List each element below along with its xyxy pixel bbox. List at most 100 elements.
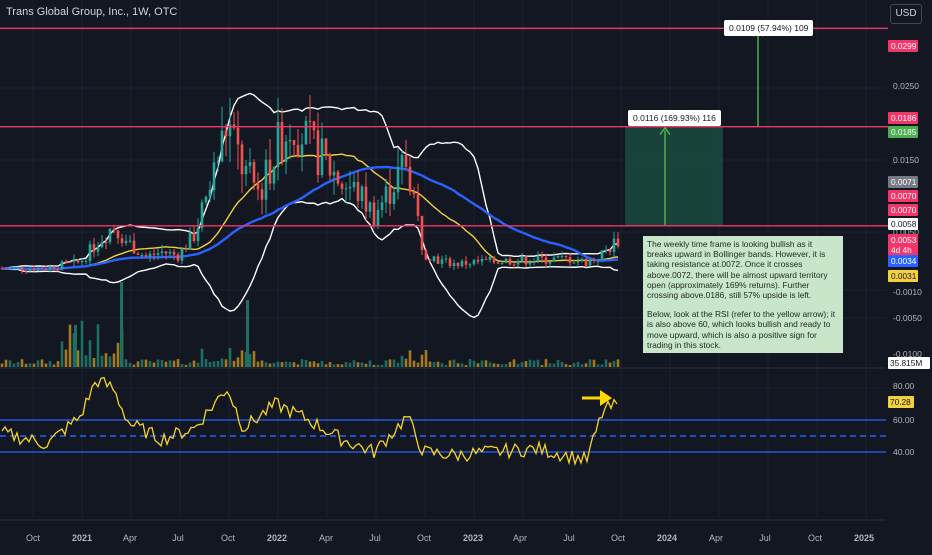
volume-bar — [124, 359, 128, 367]
time-tick-label: Oct — [221, 533, 236, 543]
candle-body — [428, 259, 432, 262]
candle-body — [284, 141, 288, 162]
candle-body — [192, 232, 196, 241]
measure-box[interactable] — [625, 28, 764, 226]
volume-bar — [520, 362, 524, 367]
volume-tag-label: 35.815M — [890, 358, 922, 368]
candle-body — [608, 249, 612, 252]
volume-bar — [600, 364, 604, 367]
time-tick-label: Jul — [759, 533, 771, 543]
volume-bar — [52, 364, 56, 367]
volume-bar — [44, 363, 48, 367]
candle-body — [384, 186, 388, 203]
volume-bar — [164, 361, 168, 367]
time-tick-label: 2024 — [657, 533, 677, 543]
candle-body — [556, 256, 560, 258]
candle-body — [260, 189, 264, 200]
volume-bar — [40, 359, 44, 367]
volume-bar — [168, 360, 172, 367]
candle-body — [412, 191, 416, 195]
volume-bar — [528, 359, 532, 367]
volume-bar — [576, 361, 580, 367]
candle-body — [304, 120, 308, 145]
candle-body — [268, 159, 272, 184]
candle-body — [236, 127, 240, 145]
volume-bar — [176, 359, 180, 367]
candle-body — [124, 240, 128, 243]
ma-blue-line — [1, 165, 619, 271]
volume-bar — [96, 324, 100, 367]
volume-bar — [608, 362, 612, 367]
volume-bar — [248, 354, 252, 367]
volume-bar — [368, 360, 372, 367]
candle-body — [140, 254, 144, 256]
volume-bar — [188, 362, 192, 367]
volume-bar — [76, 350, 80, 367]
volume-bar — [60, 341, 64, 367]
volume-bar — [200, 348, 204, 367]
price-tick-label: 0.0250 — [893, 81, 919, 91]
volume-bar — [400, 355, 404, 367]
candle-body — [92, 244, 96, 252]
volume-bar — [260, 360, 264, 367]
price-tag: 0.0031 — [888, 270, 918, 282]
candle-body — [380, 202, 384, 210]
volume-bar — [536, 359, 540, 367]
annotation-note[interactable]: The weekly time frame is looking bullish… — [643, 236, 843, 354]
volume-bar — [336, 364, 340, 367]
price-tag-bg — [888, 270, 918, 282]
volume-bar — [316, 363, 320, 367]
volume-bar — [476, 363, 480, 367]
candle-body — [220, 130, 224, 162]
candle-body — [328, 154, 332, 176]
currency-button[interactable]: USD — [890, 4, 922, 24]
volume-bar — [208, 362, 212, 367]
candle-body — [152, 253, 156, 255]
volume-bar — [352, 360, 356, 367]
volume-bar — [568, 364, 572, 367]
candle-body — [8, 267, 12, 269]
candle-body — [336, 171, 340, 184]
volume-bar — [74, 325, 77, 367]
volume-bar — [220, 358, 224, 367]
volume-bar — [320, 360, 324, 367]
candle-body — [456, 262, 460, 267]
volume-bar — [256, 361, 260, 367]
volume-bar — [4, 359, 8, 367]
price-tag: 0.0053 — [888, 234, 918, 246]
volume-bar — [420, 354, 424, 367]
volume-bar — [612, 360, 616, 367]
volume-bar — [36, 360, 40, 367]
price-tag-label: 0.0071 — [891, 177, 917, 187]
candle-body — [112, 228, 116, 231]
resistance-levels[interactable] — [0, 27, 888, 227]
candle-body — [256, 182, 260, 190]
volume-bar — [592, 359, 596, 367]
candle-body — [416, 194, 420, 216]
volume-bar — [140, 359, 144, 367]
rsi-tick-label: 40.00 — [893, 447, 915, 457]
time-axis[interactable]: Oct 2021 Apr Jul Oct 2022 Apr Jul Oct 2023 Apr Jul O… — [0, 519, 886, 543]
candle-body — [68, 261, 72, 263]
volume-bar — [564, 364, 568, 367]
candle-body — [500, 262, 504, 264]
time-tick-label: 2021 — [72, 533, 92, 543]
volume-bar — [116, 342, 120, 367]
time-tick-label: Apr — [709, 533, 723, 543]
volume-bar — [328, 362, 332, 367]
candle-body — [344, 188, 348, 190]
candle-body — [180, 248, 184, 261]
volume-bar — [340, 364, 344, 367]
candle-body — [440, 259, 444, 264]
candle-body — [108, 228, 112, 243]
volume-bar — [556, 359, 560, 367]
candle-body — [564, 255, 568, 258]
price-tag: 0.0186 — [888, 112, 918, 124]
candle-body — [436, 256, 440, 264]
candle-body — [424, 249, 428, 260]
price-tag: 0.0058 — [888, 218, 918, 230]
time-tick-label: 2023 — [463, 533, 483, 543]
price-axis[interactable]: 0.0250 0.0150 0.0050 -0.0010 -0.0050 -0.0100 0… — [888, 0, 932, 550]
candle-body — [492, 256, 496, 263]
